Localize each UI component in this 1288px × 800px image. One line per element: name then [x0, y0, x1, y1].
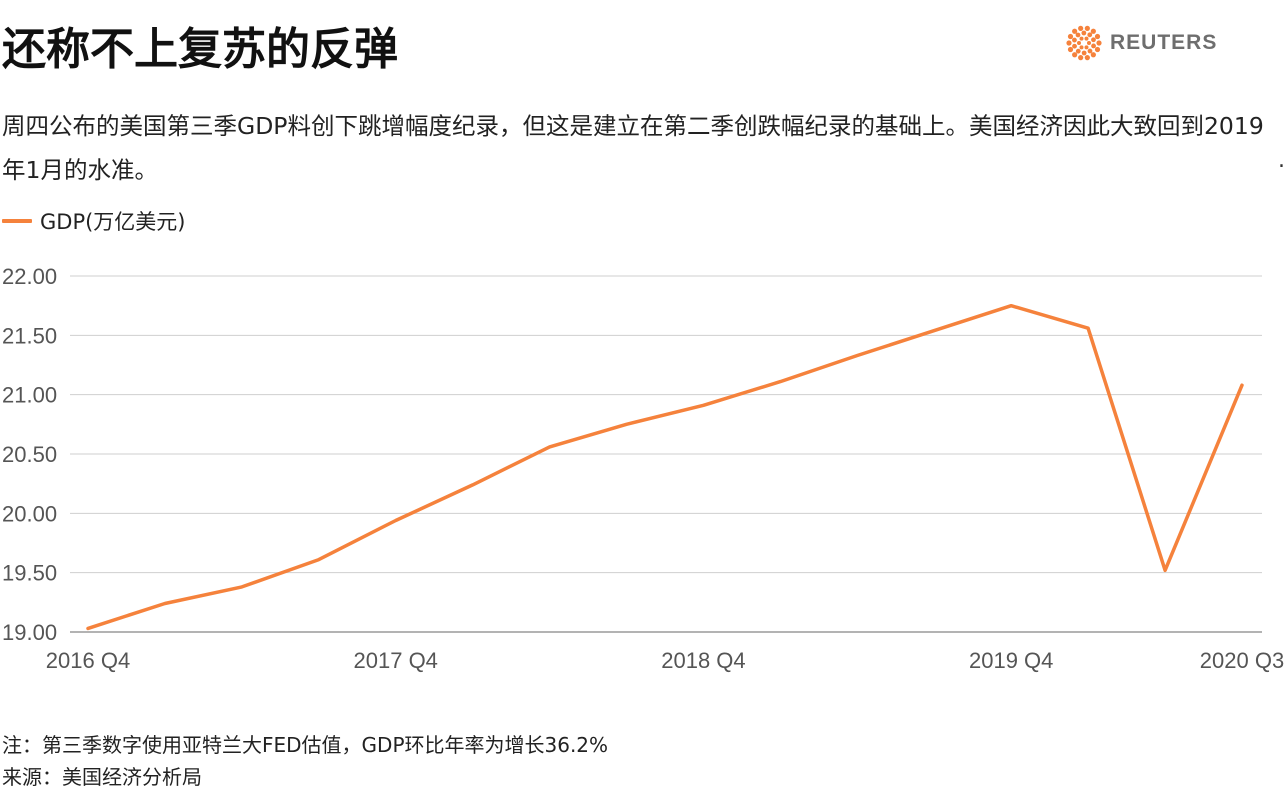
reuters-dot-logo-icon: [1066, 25, 1102, 61]
logo-dot: [1096, 40, 1102, 46]
logo-dot: [1087, 48, 1093, 54]
gdp-series-line: [86, 303, 1244, 631]
logo-dot: [1079, 45, 1084, 50]
logo-dot: [1084, 25, 1090, 31]
legend-label: GDP(万亿美元): [40, 210, 186, 234]
logo-dot: [1084, 45, 1089, 50]
chart-title: 还称不上复苏的反弹: [2, 24, 398, 75]
chart-subtitle: 周四公布的美国第三季GDP料创下跳增幅度纪录，但这是建立在第二季创跌幅纪录的基础…: [2, 112, 1264, 184]
x-tick-label: 2020 Q3: [1200, 648, 1284, 673]
logo-dot: [1077, 41, 1081, 45]
logo-dot: [1072, 28, 1078, 34]
logo-dot: [1087, 41, 1091, 45]
x-tick-label: 2016 Q4: [46, 648, 130, 673]
logo-dot: [1090, 28, 1096, 34]
logo-dot: [1066, 40, 1072, 46]
logo-dot: [1079, 36, 1084, 41]
y-tick-label: 19.00: [2, 620, 57, 645]
logo-dot: [1090, 52, 1096, 58]
logo-dot: [1067, 33, 1074, 40]
x-tick-label: 2018 Q4: [661, 648, 745, 673]
chart-source: 来源：美国经济分析局: [2, 765, 202, 789]
y-tick-label: 22.00: [2, 264, 57, 289]
logo-dot: [1087, 32, 1093, 38]
y-tick-label: 21.50: [2, 323, 57, 348]
reuters-logo: REUTERS: [1066, 25, 1218, 61]
logo-dot: [1081, 50, 1087, 56]
chart-note: 注：第三季数字使用亚特兰大FED估值，GDP环比年率为增长36.2%: [2, 733, 609, 757]
logo-dot: [1084, 36, 1089, 41]
x-tick-label: 2017 Q4: [354, 648, 438, 673]
logo-dot: [1084, 55, 1090, 61]
logo-dot: [1072, 37, 1077, 43]
y-tick-label: 20.50: [2, 442, 57, 467]
logo-dot: [1091, 43, 1096, 49]
logo-dot: [1078, 55, 1084, 61]
logo-dot: [1094, 46, 1101, 53]
logo-dot: [1067, 46, 1074, 53]
logo-dot: [1081, 30, 1087, 36]
y-tick-label: 20.00: [2, 501, 57, 526]
logo-dot: [1072, 43, 1077, 49]
logo-dot: [1094, 33, 1101, 40]
y-tick-label: 21.00: [2, 383, 57, 408]
chart-legend: GDP(万亿美元): [2, 206, 186, 236]
x-tick-label: 2019 Q4: [969, 648, 1053, 673]
legend-swatch: [2, 219, 32, 223]
logo-dot: [1072, 52, 1078, 58]
logo-dot: [1078, 25, 1084, 31]
trailing-mark: .: [1278, 148, 1285, 173]
logo-dot: [1075, 32, 1081, 38]
logo-dot: [1091, 37, 1096, 43]
reuters-logo-text: REUTERS: [1110, 31, 1218, 54]
y-tick-label: 19.50: [2, 561, 57, 586]
gdp-line-chart: 19.00 19.50 20.00 20.50 21.00 21.50 22.00 2016 …: [2, 264, 1284, 673]
logo-dot: [1075, 48, 1081, 54]
